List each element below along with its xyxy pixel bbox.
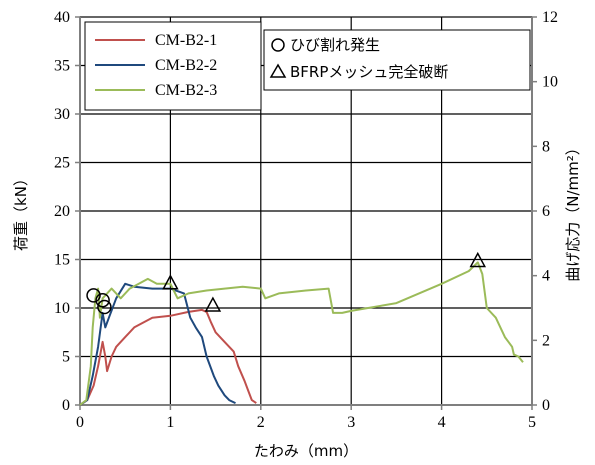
legend-label-cm-b2-1: CM-B2-1 — [155, 32, 217, 49]
legend-markers: ひび割れ発生 BFRPメッシュ完全破断 — [263, 29, 531, 91]
legend-label-annotation: BFRPメッシュ完全破断 — [290, 63, 448, 81]
series-layer — [79, 261, 524, 406]
crack-marker — [86, 288, 101, 303]
series-line-cm-b2-1 — [79, 308, 257, 406]
y2-tick-label: 6 — [542, 203, 550, 220]
y2-tick-label: 8 — [542, 138, 550, 155]
crack-marker — [95, 292, 110, 308]
rupture-marker — [162, 274, 179, 290]
x-tick-label: 5 — [528, 414, 536, 431]
x-tick-label: 0 — [76, 414, 84, 431]
legend-markers-box — [263, 29, 531, 91]
rupture-marker — [204, 296, 222, 312]
legend-label-annotation: ひび割れ発生 — [290, 36, 380, 54]
legend-label-cm-b2-3: CM-B2-3 — [155, 82, 217, 99]
y-tick-label: 10 — [54, 300, 70, 317]
annotation-markers — [86, 251, 487, 315]
axes — [75, 16, 537, 410]
legend-crack-icon — [271, 38, 285, 52]
series-line-cm-b2-3 — [79, 261, 524, 406]
legend-series: CM-B2-1 CM-B2-2 CM-B2-3 — [84, 21, 262, 111]
legend-rupture-icon — [269, 63, 287, 78]
y-tick-label: 25 — [54, 155, 70, 172]
x-tick-label: 4 — [438, 414, 446, 431]
y-axis-label: 荷重（kN） — [12, 171, 30, 251]
y-tick-label: 35 — [54, 58, 70, 75]
x-tick-label: 1 — [166, 414, 174, 431]
crack-marker — [97, 299, 112, 315]
y-tick-label: 0 — [62, 397, 70, 414]
y2-axis-label: 曲げ応力（N/mm²） — [564, 140, 582, 282]
y2-tick-label: 10 — [542, 74, 558, 91]
y-tick-label: 40 — [54, 9, 70, 26]
y-tick-label: 30 — [54, 106, 70, 123]
x-tick-label: 2 — [257, 414, 265, 431]
y2-tick-label: 0 — [542, 397, 550, 414]
y-tick-label: 5 — [62, 349, 70, 366]
y-tick-label: 20 — [54, 203, 70, 220]
y2-tick-label: 12 — [542, 9, 558, 26]
x-axis-label: たわみ（mm） — [254, 442, 358, 460]
x-tick-label: 3 — [347, 414, 355, 431]
legend-label-cm-b2-2: CM-B2-2 — [155, 57, 217, 74]
y-tick-label: 15 — [54, 252, 70, 269]
y2-tick-label: 2 — [542, 332, 550, 349]
rupture-marker — [469, 251, 487, 268]
y2-tick-label: 4 — [542, 268, 550, 285]
series-line-cm-b2-2 — [79, 282, 236, 406]
